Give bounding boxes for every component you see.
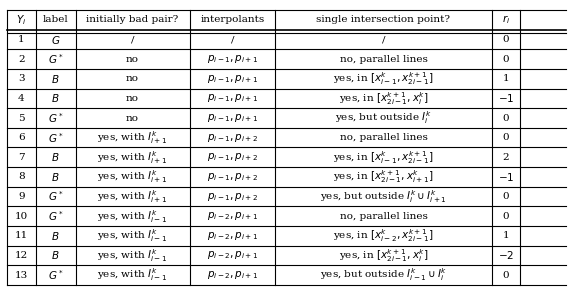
Text: 0: 0 xyxy=(503,192,509,201)
Text: $G$: $G$ xyxy=(51,34,60,46)
Text: $p_{i-1}, p_{i+1}$: $p_{i-1}, p_{i+1}$ xyxy=(207,73,258,85)
Text: $B$: $B$ xyxy=(52,249,60,261)
Text: 4: 4 xyxy=(18,94,25,103)
Text: $B$: $B$ xyxy=(52,151,60,163)
Text: 1: 1 xyxy=(503,74,509,83)
Text: 0: 0 xyxy=(503,212,509,221)
Text: no: no xyxy=(126,55,139,64)
Text: 3: 3 xyxy=(18,74,25,83)
Text: yes, in $[x_{2i-1}^{k+1}, x_i^k]$: yes, in $[x_{2i-1}^{k+1}, x_i^k]$ xyxy=(339,90,428,107)
Text: label: label xyxy=(42,15,68,24)
Text: $p_{i-2}, p_{i+1}$: $p_{i-2}, p_{i+1}$ xyxy=(207,269,258,281)
Text: 5: 5 xyxy=(18,114,25,123)
Text: yes, with $I_{i-1}^k$: yes, with $I_{i-1}^k$ xyxy=(97,227,168,244)
Text: 2: 2 xyxy=(18,55,25,64)
Text: single intersection point?: single intersection point? xyxy=(316,15,450,24)
Text: 10: 10 xyxy=(15,212,28,221)
Text: yes, with $I_{i+1}^k$: yes, with $I_{i+1}^k$ xyxy=(97,129,168,146)
Text: yes, but outside $I_{i-1}^k \cup I_i^k$: yes, but outside $I_{i-1}^k \cup I_i^k$ xyxy=(320,267,447,284)
Text: no, parallel lines: no, parallel lines xyxy=(339,133,427,142)
Text: $B$: $B$ xyxy=(52,171,60,183)
Text: $G^*$: $G^*$ xyxy=(48,131,64,145)
Text: interpolants: interpolants xyxy=(200,15,265,24)
Text: initially bad pair?: initially bad pair? xyxy=(87,15,179,24)
Text: yes, in $[x_{i-1}^k, x_{2i-1}^{k+1}]$: yes, in $[x_{i-1}^k, x_{2i-1}^{k+1}]$ xyxy=(333,70,434,87)
Text: yes, in $[x_{i-1}^k, x_{2i-1}^{k+1}]$: yes, in $[x_{i-1}^k, x_{2i-1}^{k+1}]$ xyxy=(333,149,434,166)
Text: $-1$: $-1$ xyxy=(498,92,514,104)
Text: $p_{i-1}, p_{i+1}$: $p_{i-1}, p_{i+1}$ xyxy=(207,92,258,104)
Text: yes, with $I_{i-1}^k$: yes, with $I_{i-1}^k$ xyxy=(97,267,168,284)
Text: 0: 0 xyxy=(503,133,509,142)
Text: $p_{i-2}, p_{i+1}$: $p_{i-2}, p_{i+1}$ xyxy=(207,249,258,261)
Text: $G^*$: $G^*$ xyxy=(48,52,64,66)
Text: /: / xyxy=(382,35,385,44)
Text: yes, but outside $I_i^k$: yes, but outside $I_i^k$ xyxy=(335,110,432,126)
Text: yes, with $I_{i-1}^k$: yes, with $I_{i-1}^k$ xyxy=(97,208,168,225)
Text: no: no xyxy=(126,94,139,103)
Text: $G^*$: $G^*$ xyxy=(48,209,64,223)
Text: 1: 1 xyxy=(503,231,509,240)
Text: 0: 0 xyxy=(503,35,509,44)
Text: 0: 0 xyxy=(503,55,509,64)
Text: $p_{i-1}, p_{i+1}$: $p_{i-1}, p_{i+1}$ xyxy=(207,53,258,65)
Text: $G^*$: $G^*$ xyxy=(48,190,64,204)
Text: yes, but outside $I_i^k \cup I_{i+1}^k$: yes, but outside $I_i^k \cup I_{i+1}^k$ xyxy=(320,188,447,205)
Text: 6: 6 xyxy=(18,133,25,142)
Text: $B$: $B$ xyxy=(52,73,60,85)
Text: 1: 1 xyxy=(18,35,25,44)
Text: no, parallel lines: no, parallel lines xyxy=(339,212,427,221)
Text: yes, in $[x_{2i-1}^{k+1}, x_{i+1}^k]$: yes, in $[x_{2i-1}^{k+1}, x_{i+1}^k]$ xyxy=(333,168,434,185)
Text: $B$: $B$ xyxy=(52,92,60,104)
Text: $p_{i-2}, p_{i+1}$: $p_{i-2}, p_{i+1}$ xyxy=(207,210,258,222)
Text: $p_{i-1}, p_{i+2}$: $p_{i-1}, p_{i+2}$ xyxy=(207,151,258,163)
Text: 0: 0 xyxy=(503,114,509,123)
Text: 2: 2 xyxy=(503,153,509,162)
Text: $p_{i-1}, p_{i+2}$: $p_{i-1}, p_{i+2}$ xyxy=(207,190,258,203)
Text: 8: 8 xyxy=(18,172,25,181)
Text: $-2$: $-2$ xyxy=(498,249,514,261)
Text: /: / xyxy=(131,35,134,44)
Text: $G^*$: $G^*$ xyxy=(48,111,64,125)
Text: $r_i$: $r_i$ xyxy=(502,13,510,26)
Text: yes, with $I_{i+1}^k$: yes, with $I_{i+1}^k$ xyxy=(97,149,168,166)
Text: $p_{i-1}, p_{i+2}$: $p_{i-1}, p_{i+2}$ xyxy=(207,171,258,183)
Text: $p_{i-1}, p_{i+2}$: $p_{i-1}, p_{i+2}$ xyxy=(207,132,258,144)
Text: 0: 0 xyxy=(503,270,509,279)
Text: no: no xyxy=(126,74,139,83)
Text: yes, with $I_{i+1}^k$: yes, with $I_{i+1}^k$ xyxy=(97,188,168,205)
Text: $B$: $B$ xyxy=(52,230,60,242)
Text: yes, in $[x_{2i-1}^{k+1}, x_i^k]$: yes, in $[x_{2i-1}^{k+1}, x_i^k]$ xyxy=(339,247,428,264)
Text: 7: 7 xyxy=(18,153,25,162)
Text: 11: 11 xyxy=(15,231,28,240)
Text: $p_{i-2}, p_{i+1}$: $p_{i-2}, p_{i+1}$ xyxy=(207,230,258,242)
Text: yes, with $I_{i-1}^k$: yes, with $I_{i-1}^k$ xyxy=(97,247,168,264)
Text: $G^*$: $G^*$ xyxy=(48,268,64,282)
Text: $p_{i-1}, p_{i+1}$: $p_{i-1}, p_{i+1}$ xyxy=(207,112,258,124)
Text: no, parallel lines: no, parallel lines xyxy=(339,55,427,64)
Text: /: / xyxy=(230,35,234,44)
Text: 9: 9 xyxy=(18,192,25,201)
Text: yes, with $I_{i+1}^k$: yes, with $I_{i+1}^k$ xyxy=(97,168,168,185)
Text: 12: 12 xyxy=(15,251,28,260)
Text: 13: 13 xyxy=(15,270,28,279)
Text: $Y_i$: $Y_i$ xyxy=(16,13,26,27)
Text: $-1$: $-1$ xyxy=(498,171,514,183)
Text: yes, in $[x_{i-2}^k, x_{2i-1}^{k+1}]$: yes, in $[x_{i-2}^k, x_{2i-1}^{k+1}]$ xyxy=(333,227,434,244)
Text: no: no xyxy=(126,114,139,123)
